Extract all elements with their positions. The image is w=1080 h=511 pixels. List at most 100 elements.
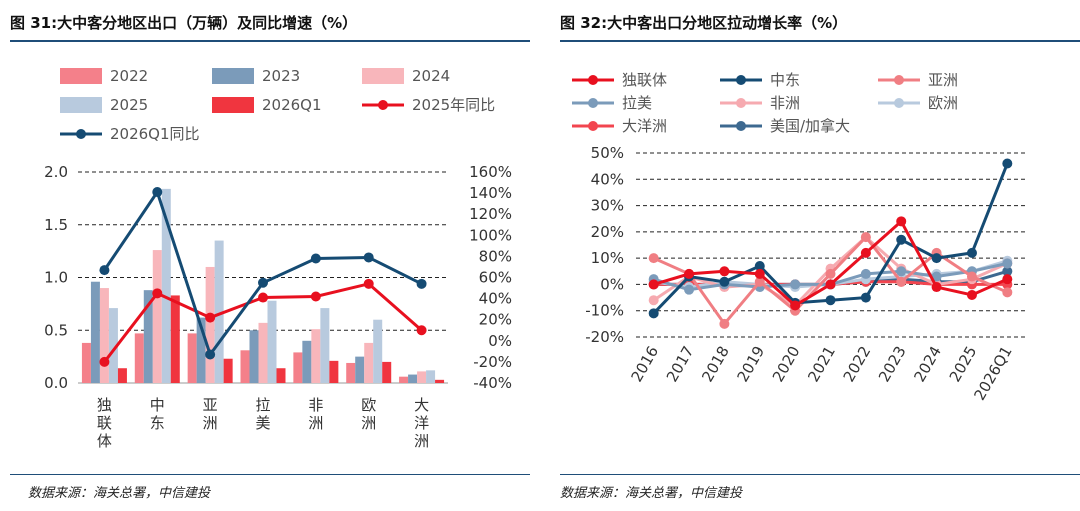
bar-2025-中东 <box>161 188 171 383</box>
point-2026Q1同比 <box>99 265 110 276</box>
right-axis-tick-label: -40% <box>473 374 512 392</box>
legend-label: 欧洲 <box>928 94 958 112</box>
point-独联体 <box>790 300 801 311</box>
y-axis-tick-label: 30% <box>591 197 624 215</box>
point-独联体 <box>896 216 907 227</box>
bar-2022-中东 <box>134 333 144 383</box>
right-axis-tick-label: 140% <box>469 184 512 202</box>
legend-marker-欧洲 <box>894 98 904 108</box>
bar-2022-拉美 <box>240 350 250 383</box>
left-figure: 图 31:大中客分地区出口（万辆）及同比增速（%） 0.0 0.5 1.0 1.5 2.… <box>10 14 530 501</box>
right-axis-tick-label: 120% <box>469 205 512 223</box>
left-source-note: 数据来源：海关总署，中信建投 <box>28 486 211 501</box>
point-中东 <box>931 253 942 264</box>
left-axis-tick-label: 1.5 <box>44 216 68 234</box>
legend-label: 拉美 <box>622 94 652 112</box>
point-拉美 <box>896 266 907 277</box>
point-中东 <box>825 295 836 306</box>
point-亚洲 <box>896 276 907 287</box>
legend-label: 独联体 <box>622 71 667 89</box>
category-label: 拉美 <box>255 396 270 432</box>
point-亚洲 <box>648 253 659 264</box>
point-独联体 <box>648 279 659 290</box>
left-axis-tick-label: 2.0 <box>44 163 68 181</box>
legend-label: 大洋洲 <box>622 117 667 135</box>
point-独联体 <box>966 289 977 300</box>
legend-label: 亚洲 <box>928 71 958 89</box>
y-axis-tick-label: 40% <box>591 170 624 188</box>
category-label: 欧洲 <box>361 396 376 432</box>
legend-marker-非洲 <box>736 98 746 108</box>
point-2026Q1同比 <box>152 187 163 198</box>
legend-label: 中东 <box>770 71 800 89</box>
legend-label: 美国/加拿大 <box>770 117 850 135</box>
right-axis-tick-label: 100% <box>469 226 512 244</box>
point-拉美 <box>1002 258 1013 269</box>
y-axis-tick-label: 0% <box>600 275 624 293</box>
legend-swatch-2023 <box>212 68 254 84</box>
y-axis-tick-label: 50% <box>591 144 624 162</box>
bar-2023-中东 <box>143 290 153 383</box>
legend-label: 2024 <box>412 67 450 85</box>
point-独联体 <box>860 247 871 258</box>
legend-marker-美国/加拿大 <box>736 121 746 131</box>
legend-label: 2026Q1同比 <box>110 125 200 143</box>
point-美国/加拿大 <box>1002 266 1013 277</box>
left-axis-tick-label: 0.0 <box>44 374 68 392</box>
point-拉美 <box>860 268 871 279</box>
point-中东 <box>896 234 907 245</box>
x-axis-tick-label: 2017 <box>663 343 698 385</box>
bar-2022-独联体 <box>81 342 91 383</box>
bar-2023-亚洲 <box>196 317 206 383</box>
left-chart: 0.0 0.5 1.0 1.5 2.0 -40% -20% 0% 20% 40% 60% 80% 100… <box>44 67 512 450</box>
bar-2022-欧洲 <box>346 362 356 383</box>
left-axis-tick-label: 1.0 <box>44 269 68 287</box>
point-中东 <box>719 276 730 287</box>
point-亚洲 <box>754 276 765 287</box>
point-2025年同比 <box>310 291 321 302</box>
x-axis-tick-label: 2018 <box>698 343 733 385</box>
y-axis-tick-label: -10% <box>585 302 624 320</box>
legend-marker-亚洲 <box>894 75 904 85</box>
point-2026Q1同比 <box>363 252 374 263</box>
y-axis-tick-label: -20% <box>585 328 624 346</box>
y-axis-tick-label: 20% <box>591 223 624 241</box>
x-axis-tick-label: 2024 <box>910 343 945 385</box>
right-axis-tick-label: 40% <box>479 290 512 308</box>
bar-2024-独联体 <box>99 288 109 383</box>
legend-label: 2023 <box>262 67 300 85</box>
legend-label: 2022 <box>110 67 148 85</box>
point-亚洲 <box>966 271 977 282</box>
legend-marker-中东 <box>736 75 746 85</box>
x-axis-tick-label: 2019 <box>734 343 769 385</box>
legend-marker-独联体 <box>588 75 598 85</box>
legend-label: 2025年同比 <box>412 96 495 114</box>
point-中东 <box>1002 158 1013 169</box>
bar-2025-非洲 <box>320 308 330 383</box>
bar-2026Q1-独联体 <box>117 368 127 383</box>
legend-marker-2026Q1同比 <box>76 129 86 139</box>
right-figure-title: 图 32:大中客出口分地区拉动增长率（%） <box>560 14 848 32</box>
point-拉美 <box>684 284 695 295</box>
bar-2024-亚洲 <box>205 266 215 383</box>
bar-2023-大洋洲 <box>408 374 418 383</box>
bar-2024-中东 <box>152 250 162 383</box>
right-source-rule <box>560 474 1080 475</box>
bar-2025-大洋洲 <box>426 370 436 383</box>
right-axis-tick-label: 80% <box>479 247 512 265</box>
point-中东 <box>966 247 977 258</box>
right-chart: -20% -10% 0% 10% 20% 30% 40% 50% 2016 2017 2018 201… <box>572 71 1025 404</box>
bar-2022-亚洲 <box>187 333 197 383</box>
x-axis-tick-label: 2020 <box>769 343 804 385</box>
category-label: 独联体 <box>97 396 112 450</box>
point-拉美 <box>790 279 801 290</box>
bar-2023-欧洲 <box>355 356 365 383</box>
bar-2026Q1-拉美 <box>276 368 286 383</box>
bar-2024-拉美 <box>258 322 268 383</box>
legend-swatch-2026Q1 <box>212 97 254 113</box>
bar-2025-拉美 <box>267 300 277 383</box>
bar-2024-欧洲 <box>364 342 374 383</box>
point-2026Q1同比 <box>258 277 268 288</box>
right-source-note: 数据来源：海关总署，中信建投 <box>560 486 743 501</box>
legend-label: 2026Q1 <box>262 96 322 114</box>
